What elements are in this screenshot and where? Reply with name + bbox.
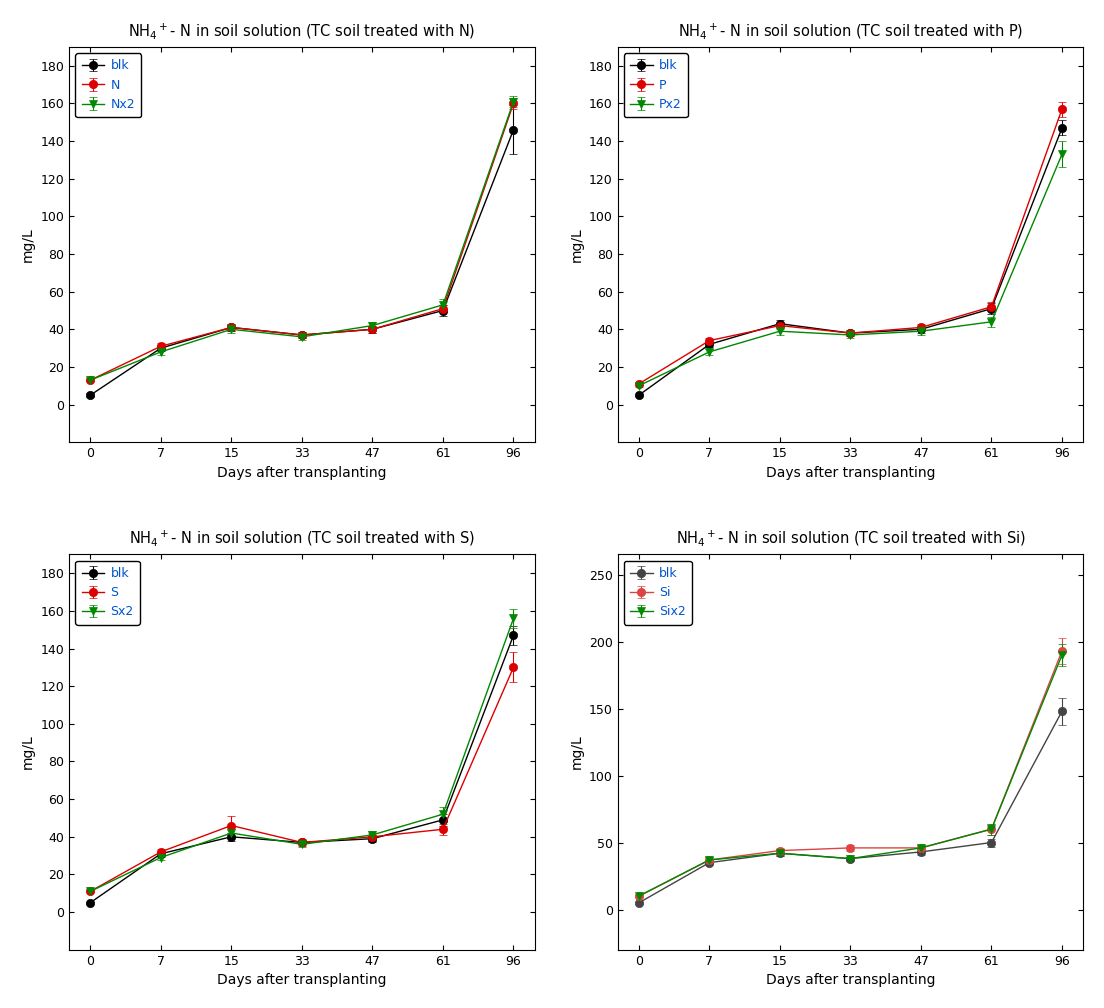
Y-axis label: mg/L: mg/L (21, 227, 35, 262)
Title: NH$_4$$^+$- N in soil solution (TC soil treated with S): NH$_4$$^+$- N in soil solution (TC soil … (129, 528, 475, 548)
Title: NH$_4$$^+$- N in soil solution (TC soil treated with N): NH$_4$$^+$- N in soil solution (TC soil … (128, 21, 476, 40)
X-axis label: Days after transplanting: Days after transplanting (217, 466, 386, 480)
Y-axis label: mg/L: mg/L (570, 227, 583, 262)
X-axis label: Days after transplanting: Days after transplanting (217, 973, 386, 987)
Y-axis label: mg/L: mg/L (21, 735, 35, 769)
X-axis label: Days after transplanting: Days after transplanting (766, 973, 935, 987)
Legend: blk, N, Nx2: blk, N, Nx2 (75, 53, 141, 117)
Y-axis label: mg/L: mg/L (570, 735, 583, 769)
X-axis label: Days after transplanting: Days after transplanting (766, 466, 935, 480)
Legend: blk, S, Sx2: blk, S, Sx2 (75, 560, 140, 625)
Legend: blk, P, Px2: blk, P, Px2 (624, 53, 688, 117)
Title: NH$_4$$^+$- N in soil solution (TC soil treated with Si): NH$_4$$^+$- N in soil solution (TC soil … (676, 528, 1026, 548)
Title: NH$_4$$^+$- N in soil solution (TC soil treated with P): NH$_4$$^+$- N in soil solution (TC soil … (678, 21, 1023, 40)
Legend: blk, Si, Six2: blk, Si, Six2 (624, 560, 692, 625)
